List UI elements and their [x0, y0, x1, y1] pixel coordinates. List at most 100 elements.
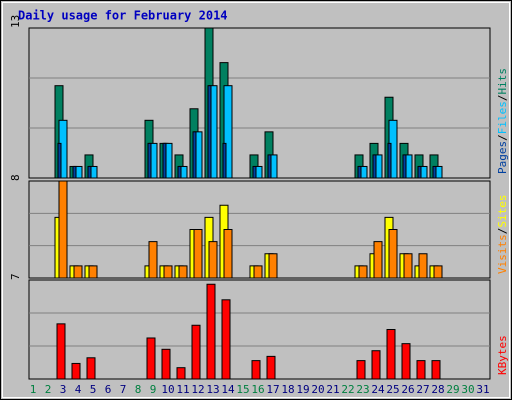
x-tick-label: 21	[326, 383, 339, 396]
bar	[417, 165, 422, 179]
bar	[253, 265, 263, 279]
x-tick-label: 3	[60, 383, 67, 396]
bar	[267, 154, 272, 179]
bar	[402, 154, 407, 179]
x-tick-label: 24	[371, 383, 385, 396]
bar	[387, 142, 392, 179]
bar	[388, 229, 398, 279]
bar	[71, 362, 81, 380]
bar	[148, 241, 158, 279]
bar	[58, 180, 68, 279]
x-tick-label: 31	[476, 383, 489, 396]
legend-entry: Files	[496, 101, 509, 134]
x-tick-label: 18	[281, 383, 294, 396]
bar	[432, 165, 437, 179]
chart-title: Daily usage for February 2014	[18, 9, 228, 23]
y-tick-label: 13	[9, 15, 22, 28]
plot-area	[28, 180, 491, 279]
y-tick-label: 7	[9, 273, 22, 280]
x-tick-label: 14	[221, 383, 235, 396]
x-tick-label: 10	[161, 383, 174, 396]
x-tick-label: 28	[431, 383, 444, 396]
legend: Visits/Sites	[496, 195, 509, 275]
bar	[163, 265, 173, 279]
bar	[416, 360, 426, 380]
x-tick-label: 12	[191, 383, 204, 396]
bar	[56, 323, 66, 380]
bar	[221, 299, 231, 380]
y-tick-label: 8	[9, 174, 22, 181]
bar	[161, 348, 171, 380]
bar	[403, 253, 413, 279]
bar	[86, 357, 96, 380]
bar	[223, 85, 233, 179]
x-tick-label: 15	[236, 383, 249, 396]
bar	[266, 355, 276, 380]
bar	[252, 165, 257, 179]
legend-entry: Sites	[496, 195, 509, 228]
bar	[431, 360, 441, 380]
bar	[371, 350, 381, 380]
bar	[356, 360, 366, 380]
bar	[222, 142, 227, 179]
legend-separator: /	[496, 228, 509, 235]
x-tick-label: 2	[45, 383, 52, 396]
x-tick-label: 7	[120, 383, 127, 396]
bar	[147, 142, 152, 179]
x-tick-label: 17	[266, 383, 279, 396]
x-tick-label: 11	[176, 383, 189, 396]
bar	[191, 324, 201, 380]
legend-entry: Hits	[496, 68, 509, 95]
bar	[386, 329, 396, 380]
x-tick-label: 25	[386, 383, 399, 396]
legend-entry: KBytes	[496, 335, 509, 375]
x-tick-label: 27	[416, 383, 429, 396]
legend-separator: /	[496, 95, 509, 102]
bar	[162, 142, 167, 179]
x-tick-label: 16	[251, 383, 264, 396]
plot-area	[28, 27, 491, 179]
x-tick-label: 29	[446, 383, 459, 396]
bar	[57, 142, 62, 179]
bar	[251, 360, 261, 380]
x-tick-label: 26	[401, 383, 414, 396]
x-tick-label: 1	[30, 383, 37, 396]
bar	[206, 283, 216, 380]
legend-separator: /	[496, 134, 509, 141]
bar	[193, 229, 203, 279]
bar	[176, 367, 186, 380]
legend: Pages/Files/Hits	[496, 68, 509, 174]
bar	[418, 253, 428, 279]
x-tick-label: 23	[356, 383, 369, 396]
x-tick-label: 20	[311, 383, 324, 396]
bar	[72, 165, 77, 179]
legend-entry: Pages	[496, 141, 509, 174]
x-tick-label: 5	[90, 383, 97, 396]
bar	[192, 131, 197, 179]
x-tick-label: 4	[75, 383, 82, 396]
bar	[207, 85, 212, 179]
x-tick-label: 30	[461, 383, 474, 396]
legend-entry: Visits	[496, 234, 509, 274]
x-tick-label: 6	[105, 383, 112, 396]
bar	[88, 265, 98, 279]
bar	[358, 265, 368, 279]
bar	[433, 265, 443, 279]
bar	[73, 265, 83, 279]
x-tick-label: 13	[206, 383, 219, 396]
x-tick-label: 8	[135, 383, 142, 396]
x-tick-label: 22	[341, 383, 354, 396]
bar	[268, 253, 278, 279]
bar	[401, 343, 411, 380]
bar	[357, 165, 362, 179]
x-tick-label: 19	[296, 383, 309, 396]
bar	[208, 241, 218, 279]
bar	[146, 337, 156, 380]
bar	[177, 165, 182, 179]
legend: KBytes	[496, 335, 509, 375]
bar	[223, 229, 233, 279]
bar	[373, 241, 383, 279]
bar	[178, 265, 188, 279]
